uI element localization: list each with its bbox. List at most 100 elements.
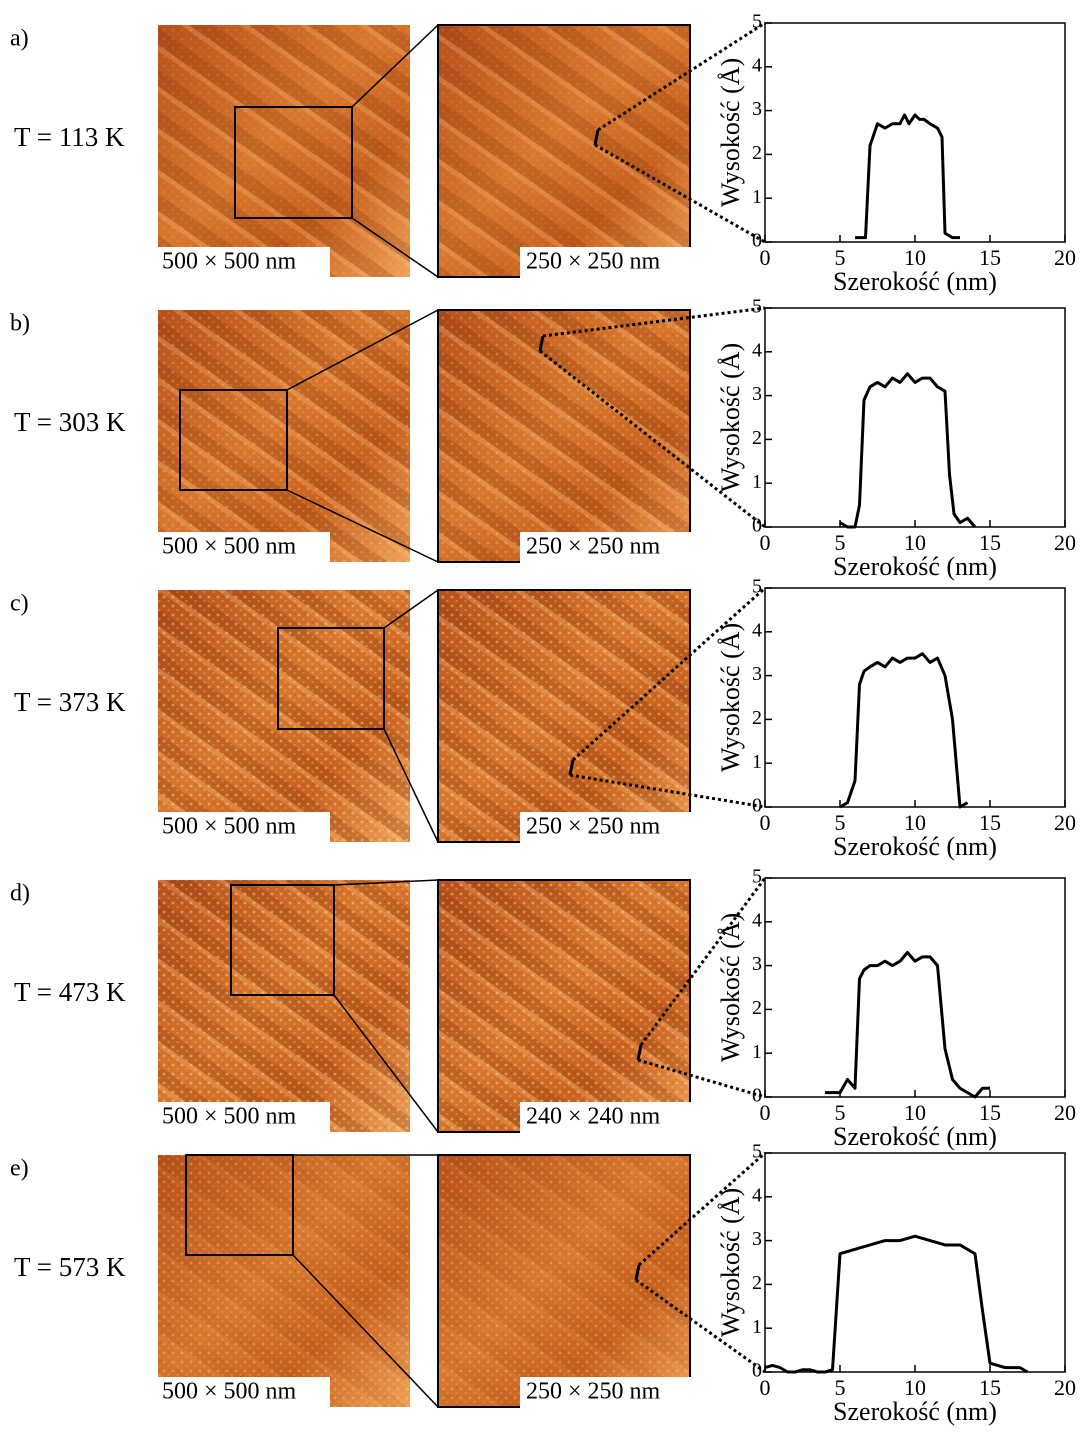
profile-line [839,652,969,809]
y-tick-label: 5 [752,1141,762,1163]
x-tick-label: 15 [979,245,1001,270]
temperature: T = 113 K [14,122,125,152]
plot-frame [764,1152,1066,1373]
profile-guide [638,1151,766,1267]
profile-guide [571,586,767,762]
afm-grain [158,310,410,562]
y-axis-label: Wysokość (Å) [716,343,745,492]
zoom-box [277,627,385,730]
x-tick-label: 10 [904,530,926,555]
zoom-box [179,389,288,491]
scale-label: 240 × 240 nm [526,1104,661,1130]
temperature: T = 573 K [14,1252,126,1282]
x-tick-label: 5 [835,1375,846,1400]
y-tick-label: 1 [752,1041,762,1063]
x-tick-label: 15 [979,1375,1001,1400]
afm-grain [438,880,690,1132]
panel-label: c) [10,591,29,617]
y-axis-label: Wysokość (Å) [716,58,745,207]
y-tick-label: 2 [752,997,762,1019]
y-tick-label: 2 [752,707,762,729]
zoom-box [234,106,353,219]
x-tick-label: 5 [835,1100,846,1125]
y-tick-label: 2 [752,427,762,449]
x-axis-label: Szerokość (nm) [833,1122,997,1151]
x-tick-label: 10 [904,1100,926,1125]
y-tick-label: 4 [752,339,762,361]
y-tick-label: 1 [752,186,762,208]
y-axis-label: Wysokość (Å) [716,1188,745,1337]
x-axis-label: Szerokość (nm) [833,267,997,296]
panel-label: d) [10,881,30,907]
scale-label: 500 × 500 nm [162,1379,297,1405]
afm-grain [158,25,410,277]
scale-bg [158,812,330,844]
y-tick-label: 0 [752,230,762,252]
y-axis-label: Wysokość (Å) [716,623,745,772]
afm-grain [438,590,690,842]
scale-label: 250 × 250 nm [526,1379,661,1405]
panel-label: a) [10,26,29,52]
zoom-connector [351,217,439,278]
y-tick-label: 1 [752,471,762,493]
zoom-connector [383,589,439,629]
y-tick-label: 5 [752,576,762,598]
plot-frame [764,877,1066,1098]
profile-line [764,1234,1029,1374]
zoom-connector [292,1254,439,1408]
x-axis-label: Szerokość (nm) [833,832,997,861]
y-tick-label: 2 [752,142,762,164]
x-tick-label: 5 [835,530,846,555]
scale-bg [158,247,330,279]
y-tick-label: 4 [752,1184,762,1206]
zoom-connector [286,489,439,563]
x-tick-label: 10 [904,245,926,270]
y-tick-label: 3 [752,953,762,975]
zoom-connector [333,994,439,1133]
afm-grain [438,310,690,562]
panel-label: e) [10,1156,29,1182]
zoom-box [230,884,335,996]
zoom-connector [351,24,439,108]
x-tick-label: 15 [979,530,1001,555]
temperature: T = 303 K [14,407,126,437]
scale-bg [158,532,330,564]
profile-line [839,372,977,529]
x-tick-label: 15 [979,1100,1001,1125]
profile-guide [594,143,766,244]
scale-bg [520,1102,692,1134]
x-tick-label: 0 [760,1375,771,1400]
scale-bg [520,532,692,564]
x-tick-label: 20 [1054,245,1076,270]
x-axis-label: Szerokość (nm) [833,552,997,581]
profile-marker [636,1044,643,1061]
y-tick-label: 0 [752,795,762,817]
profile-guide [639,877,767,1046]
scale-label: 250 × 250 nm [526,534,661,560]
profile-line [855,113,960,240]
x-tick-label: 0 [760,530,771,555]
scale-label: 500 × 500 nm [162,1104,297,1130]
profile-line [825,950,990,1099]
scale-label: 500 × 500 nm [162,249,297,275]
x-tick-label: 10 [904,1375,926,1400]
x-tick-label: 0 [760,1100,771,1125]
profile-guide [569,773,766,809]
scale-bg [520,1377,692,1409]
x-tick-label: 15 [979,810,1001,835]
afm-grain [438,1155,690,1407]
x-axis-label: Szerokość (nm) [833,1397,997,1426]
profile-marker [568,759,575,776]
profile-marker [538,335,545,352]
y-tick-label: 4 [752,619,762,641]
afm-grain [438,25,690,277]
panel-label: b) [10,311,30,337]
x-tick-label: 0 [760,810,771,835]
x-tick-label: 0 [760,245,771,270]
plot-frame [764,22,1066,243]
y-tick-label: 3 [752,98,762,120]
scale-label: 250 × 250 nm [526,814,661,840]
x-tick-label: 20 [1054,530,1076,555]
y-tick-label: 1 [752,751,762,773]
